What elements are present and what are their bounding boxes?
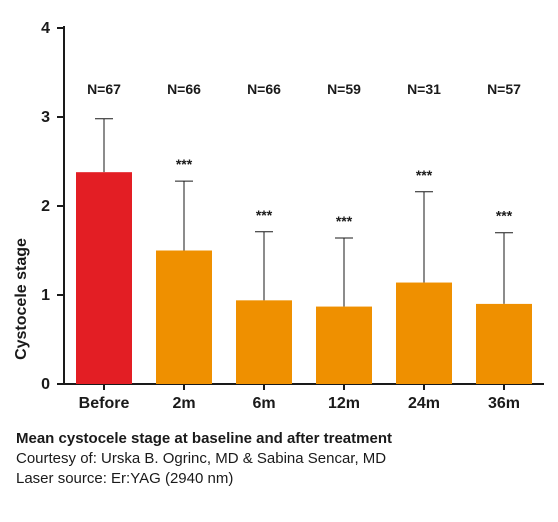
bar	[76, 172, 132, 384]
significance-label: ***	[496, 208, 513, 224]
x-tick-label: 12m	[328, 395, 360, 412]
plot-area: 0 1 2 3 4 Before N=67 2m N=66 *** 6m N=66 *** 12m N=59…	[41, 20, 544, 412]
caption-courtesy: Courtesy of: Urska B. Ogrinc, MD & Sabin…	[16, 450, 387, 467]
n-label: N=57	[487, 81, 521, 97]
n-label: N=66	[247, 81, 281, 97]
significance-label: ***	[256, 207, 273, 223]
significance-label: ***	[176, 156, 193, 172]
significance-label: ***	[336, 213, 353, 229]
bar	[236, 300, 292, 384]
bar	[396, 282, 452, 384]
y-tick-label: 4	[41, 20, 50, 37]
n-label: N=67	[87, 81, 121, 97]
y-tick-label: 1	[41, 287, 50, 304]
n-label: N=59	[327, 81, 361, 97]
x-tick-label: 6m	[252, 395, 275, 412]
significance-label: ***	[416, 167, 433, 183]
n-label: N=66	[167, 81, 201, 97]
x-tick-label: Before	[79, 395, 130, 412]
bar	[156, 250, 212, 384]
x-tick-label: 24m	[408, 395, 440, 412]
bar	[316, 306, 372, 384]
y-tick-label: 3	[41, 109, 50, 126]
y-tick-label: 2	[41, 198, 50, 215]
bar-chart: Cystocele stage 0 1 2 3 4 Before N=67 2m N=66 ***…	[13, 20, 544, 412]
bar	[476, 303, 532, 384]
y-tick-label: 0	[41, 376, 50, 393]
y-axis-label: Cystocele stage	[13, 238, 30, 360]
x-tick-label: 2m	[172, 395, 195, 412]
caption-title: Mean cystocele stage at baseline and aft…	[16, 430, 392, 447]
n-label: N=31	[407, 81, 441, 97]
x-tick-label: 36m	[488, 395, 520, 412]
caption-laser: Laser source: Er:YAG (2940 nm)	[16, 470, 234, 487]
